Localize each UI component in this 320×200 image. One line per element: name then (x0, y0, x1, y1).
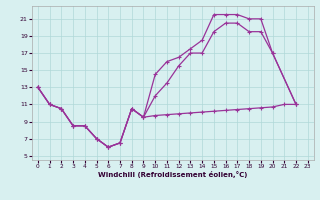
X-axis label: Windchill (Refroidissement éolien,°C): Windchill (Refroidissement éolien,°C) (98, 171, 247, 178)
